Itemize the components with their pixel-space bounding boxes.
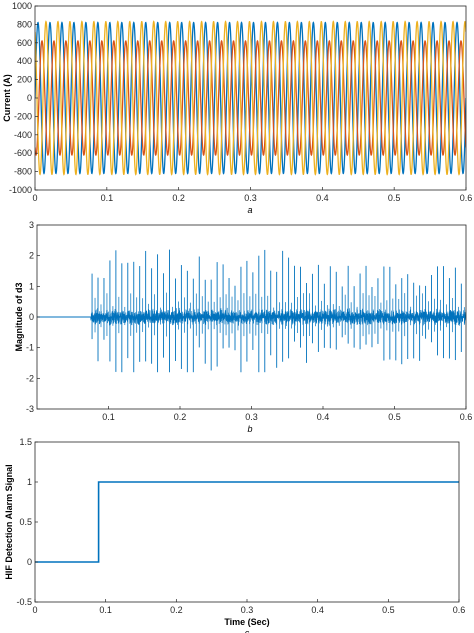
panel-c-ticks: 0 0.1 0.2 0.3 0.4 0.5 0.6-0.500.511.5 — [16, 437, 465, 615]
panel-a-ytick-label: 1000 — [12, 1, 32, 11]
panel-c-ytick-label: 0 — [27, 557, 32, 567]
panel-a-ytick-label: -800 — [14, 167, 32, 177]
panel-b-d3-chart: 0.1 0.2 0.3 0.4 0.5 0.6 -3 -2 -1 0 1 2 3 Magnitude o… — [14, 220, 472, 434]
panel-b-ytick-label: 1 — [29, 281, 34, 291]
panel-a-ytick-label: -200 — [14, 111, 32, 121]
panel-b-ticks: 0.1 0.2 0.3 0.4 0.5 0.6 -3 -2 -1 0 1 2 3 — [26, 220, 472, 422]
panel-c-xtick-label: 0.6 — [453, 605, 466, 615]
panel-b-xtick-label: 0.4 — [317, 412, 330, 422]
panel-c-ylabel: HIF Detection Alarm Signal — [4, 464, 14, 579]
panel-b-ytick-label: -1 — [26, 343, 34, 353]
panel-b-ytick-label: 2 — [29, 251, 34, 261]
panel-a-ticks: 0 0.1 0.2 0.3 0.4 0.5 0.6 -1000 -800 -600 -400 -200… — [9, 1, 472, 203]
panel-c-xtick-label: 0.4 — [311, 605, 324, 615]
panel-a-ytick-label: -600 — [14, 148, 32, 158]
panel-c-ytick-label: -0.5 — [16, 597, 32, 607]
panel-c-alarm-chart: 0 0.1 0.2 0.3 0.4 0.5 0.6-0.500.511.5 HIF Dete… — [4, 437, 465, 633]
panel-a-series-group — [35, 20, 466, 176]
panel-b-xtick-label: 0.5 — [388, 412, 401, 422]
panel-a-current-chart: 0 0.1 0.2 0.3 0.4 0.5 0.6 -1000 -800 -600 -400 -200… — [2, 1, 472, 215]
panel-a-ylabel: Current (A) — [2, 74, 12, 122]
panel-a-xtick-label: 0.4 — [316, 193, 329, 203]
panel-a-xtick-label: 0.1 — [101, 193, 114, 203]
panel-c-caption: c — [245, 628, 250, 633]
panel-a-phase-2-line — [35, 39, 466, 157]
panel-b-xtick-label: 0.6 — [460, 412, 473, 422]
panel-c-xtick-label: 0.5 — [382, 605, 395, 615]
panel-a-xtick-label: 0.5 — [388, 193, 401, 203]
panel-b-ytick-label: 3 — [29, 220, 34, 230]
panel-c-xtick-label: 0.3 — [241, 605, 254, 615]
panel-a-ytick-label: 0 — [27, 93, 32, 103]
panel-b-ytick-label: -2 — [26, 373, 34, 383]
panel-b-ylabel: Magnitude of d3 — [14, 283, 24, 352]
panel-a-xtick-label: 0.3 — [244, 193, 257, 203]
panel-b-ytick-label: 0 — [29, 312, 34, 322]
panel-c-ytick-label: 1 — [27, 477, 32, 487]
panel-c-xlabel: Time (Sec) — [224, 617, 269, 627]
panel-a-caption: a — [247, 205, 252, 215]
panel-c-ytick-label: 1.5 — [19, 437, 32, 447]
panel-a-ytick-label: 600 — [17, 38, 32, 48]
panel-b-caption: b — [247, 424, 252, 434]
panel-a-phase-3-line — [35, 20, 466, 176]
panel-b-noise-band — [90, 307, 466, 326]
panel-c-plot-area — [35, 442, 459, 602]
panel-a-phase-1-line — [35, 21, 466, 175]
panel-a-xtick-label: 0 — [32, 193, 37, 203]
panel-c-xtick-label: 0.1 — [99, 605, 112, 615]
panel-a-ytick-label: -400 — [14, 130, 32, 140]
panel-a-xtick-label: 0.6 — [460, 193, 473, 203]
panel-a-ytick-label: 200 — [17, 75, 32, 85]
panel-a-ytick-label: 400 — [17, 56, 32, 66]
panel-a-xtick-label: 0.2 — [172, 193, 185, 203]
panel-b-xtick-label: 0.3 — [245, 412, 258, 422]
panel-a-ytick-label: 800 — [17, 19, 32, 29]
panel-b-ytick-label: -3 — [26, 404, 34, 414]
panel-c-xtick-label: 0.2 — [170, 605, 183, 615]
panel-c-ytick-label: 0.5 — [19, 517, 32, 527]
panel-c-series-group — [35, 481, 459, 563]
panel-b-xtick-label: 0.2 — [174, 412, 187, 422]
panel-b-series-group — [37, 249, 466, 373]
panel-a-ytick-label: -1000 — [9, 185, 32, 195]
panel-c-alarm-line — [35, 481, 459, 563]
panel-b-xtick-label: 0.1 — [102, 412, 115, 422]
panel-c-xtick-label: 0 — [32, 605, 37, 615]
